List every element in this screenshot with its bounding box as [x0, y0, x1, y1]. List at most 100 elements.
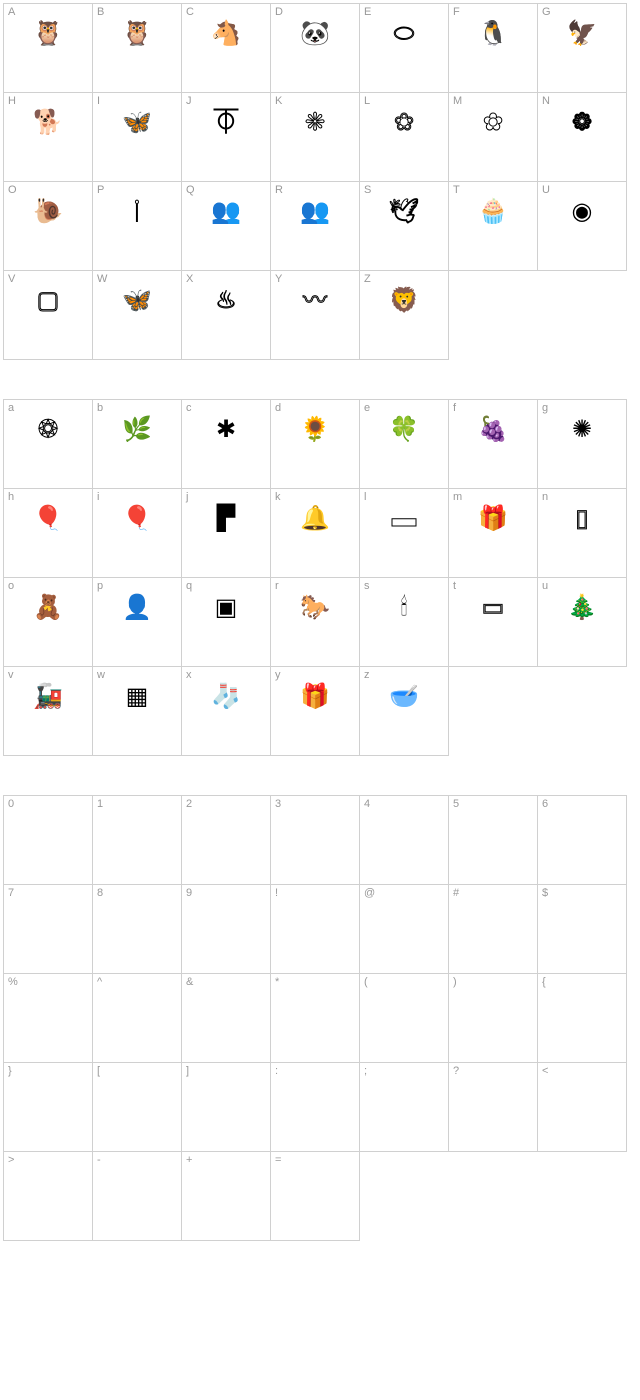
glyph-cell: Q👥 [181, 181, 271, 271]
glyph-cell: M✿ [448, 92, 538, 182]
glyph-cell: Y〰 [270, 270, 360, 360]
glyph-label: Q [186, 184, 195, 196]
glyph-icon: 🎈 [28, 503, 68, 535]
glyph-icon: ❀ [384, 107, 424, 139]
glyph-icon: 🧁 [473, 196, 513, 228]
glyph-icon: 🦁 [384, 285, 424, 317]
glyph-cell: 8 [92, 884, 182, 974]
glyph-label: ] [186, 1065, 189, 1077]
glyph-cell: O🐌 [3, 181, 93, 271]
glyph-label: { [542, 976, 546, 988]
glyph-icon: 🦅 [562, 18, 602, 50]
glyph-label: S [364, 184, 371, 196]
glyph-icon: ❁ [562, 107, 602, 139]
glyph-cell: e🍀 [359, 399, 449, 489]
glyph-icon: ♨ [206, 285, 246, 317]
glyph-cell: K❋ [270, 92, 360, 182]
glyph-cell: G🦅 [537, 3, 627, 93]
glyph-cell: % [3, 973, 93, 1063]
glyph-icon: 👥 [206, 196, 246, 228]
glyph-label: c [186, 402, 192, 414]
glyph-cell: ) [448, 973, 538, 1063]
glyph-icon: 🎁 [473, 503, 513, 535]
glyph-cell: 2 [181, 795, 271, 885]
glyph-icon: 🐴 [206, 18, 246, 50]
glyph-label: g [542, 402, 548, 414]
glyph-label: Y [275, 273, 282, 285]
glyph-cell: { [537, 973, 627, 1063]
glyph-cell: z🥣 [359, 666, 449, 756]
glyph-cell: v🚂 [3, 666, 93, 756]
glyph-cell: C🐴 [181, 3, 271, 93]
glyph-icon: 🔔 [295, 503, 335, 535]
glyph-label: > [8, 1154, 14, 1166]
glyph-icon: 🦋 [117, 285, 157, 317]
glyph-label: 4 [364, 798, 370, 810]
glyph-icon: 🐼 [295, 18, 335, 50]
glyph-label: s [364, 580, 370, 592]
glyph-label: Z [364, 273, 371, 285]
glyph-icon: ⬭ [376, 18, 432, 50]
glyph-icon: ▣ [206, 592, 246, 624]
glyph-icon: 🐧 [473, 18, 513, 50]
glyph-cell: : [270, 1062, 360, 1152]
glyph-cell: u🎄 [537, 577, 627, 667]
glyph-cell: a❂ [3, 399, 93, 489]
glyph-label: 2 [186, 798, 192, 810]
glyph-label: V [8, 273, 15, 285]
glyph-label: L [364, 95, 370, 107]
glyph-icon: 🌿 [117, 414, 157, 446]
glyph-cell: 7 [3, 884, 93, 974]
glyph-icon: ▦ [117, 681, 157, 713]
glyph-label: G [542, 6, 551, 18]
glyph-label: 3 [275, 798, 281, 810]
glyph-icon: 🎁 [295, 681, 335, 713]
glyph-cell: 3 [270, 795, 360, 885]
glyph-label: l [364, 491, 366, 503]
glyph-label: o [8, 580, 14, 592]
glyph-cell: * [270, 973, 360, 1063]
glyph-label: y [275, 669, 281, 681]
glyph-cell: ^ [92, 973, 182, 1063]
glyph-cell: s🕯 [359, 577, 449, 667]
glyph-cell: ( [359, 973, 449, 1063]
glyph-cell: ! [270, 884, 360, 974]
glyph-label: * [275, 976, 279, 988]
glyph-cell: 4 [359, 795, 449, 885]
glyph-cell: I🦋 [92, 92, 182, 182]
glyph-cell: ? [448, 1062, 538, 1152]
glyph-icon: ◉ [562, 196, 602, 228]
glyph-cell: @ [359, 884, 449, 974]
glyph-icon: 🐌 [28, 196, 68, 228]
glyph-label: K [275, 95, 282, 107]
glyph-label: x [186, 669, 192, 681]
glyph-cell: N❁ [537, 92, 627, 182]
glyph-cell: V▢ [3, 270, 93, 360]
glyph-cell: q▣ [181, 577, 271, 667]
glyph-label: U [542, 184, 550, 196]
glyph-icon: ᛙ [117, 196, 157, 228]
glyph-cell: J⏁ [181, 92, 271, 182]
glyph-label: = [275, 1154, 281, 1166]
glyph-label: B [97, 6, 104, 18]
glyph-cell: & [181, 973, 271, 1063]
glyph-icon: 👥 [295, 196, 335, 228]
glyph-cell: t▭ [448, 577, 538, 667]
glyph-label: # [453, 887, 459, 899]
glyph-icon: ▯ [562, 503, 602, 535]
font-character-map: A🦉B🦉C🐴D🐼E⬭F🐧G🦅H🐕I🦋J⏁K❋L❀M✿N❁O🐌PᛙQ👥R👥S🕊T🧁… [0, 0, 640, 1285]
glyph-cell: j▛ [181, 488, 271, 578]
glyph-icon: 👤 [117, 592, 157, 624]
glyph-section-uppercase: A🦉B🦉C🐴D🐼E⬭F🐧G🦅H🐕I🦋J⏁K❋L❀M✿N❁O🐌PᛙQ👥R👥S🕊T🧁… [4, 4, 636, 360]
glyph-label: e [364, 402, 370, 414]
glyph-label: 1 [97, 798, 103, 810]
glyph-cell: + [181, 1151, 271, 1241]
glyph-cell: T🧁 [448, 181, 538, 271]
glyph-icon: 🐕 [28, 107, 68, 139]
glyph-cell: R👥 [270, 181, 360, 271]
glyph-icon: 🚂 [28, 681, 68, 713]
glyph-label: h [8, 491, 14, 503]
glyph-cell: f🍇 [448, 399, 538, 489]
glyph-section-lowercase: a❂b🌿c✱d🌻e🍀f🍇g✺h🎈i🎈j▛k🔔l▬m🎁n▯o🧸p👤q▣r🐎s🕯t▭… [4, 400, 636, 756]
glyph-label: O [8, 184, 17, 196]
